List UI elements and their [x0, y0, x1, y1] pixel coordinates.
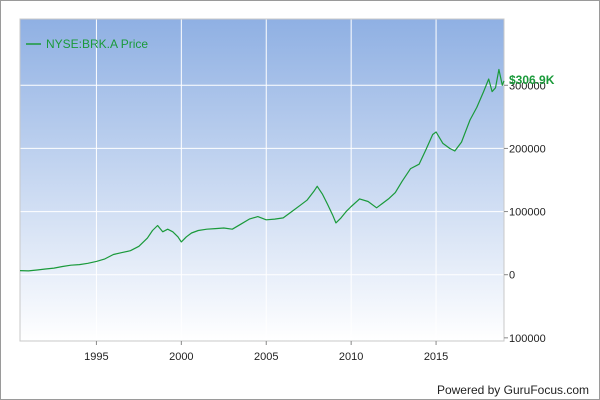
series-layer [19, 68, 505, 272]
y-tick-label: 100000 [509, 207, 546, 219]
y-tick-label: 0 [509, 270, 515, 282]
x-tick-label: 1995 [84, 351, 108, 363]
x-tick-label: 2005 [254, 351, 278, 363]
x-tick-label: 2010 [339, 351, 363, 363]
x-tick-label: 2015 [424, 351, 448, 363]
grid-lines [20, 19, 504, 341]
legend: NYSE:BRK.A Price [26, 37, 148, 51]
last-value-label: $306.9K [509, 73, 555, 87]
plot-border [19, 18, 505, 342]
credit-text: Powered by GuruFocus.com [437, 383, 589, 397]
plot-area [20, 19, 504, 341]
x-tick-label: 2000 [169, 351, 193, 363]
legend-label: NYSE:BRK.A Price [46, 37, 148, 51]
y-tick-label: 200000 [509, 143, 546, 155]
y-axis-ticks: 300000 200000 100000 0 100000 [504, 80, 546, 345]
y-tick-label: 300000 [509, 80, 546, 92]
price-series-line [19, 68, 505, 272]
y-tick-label: 100000 [509, 333, 546, 345]
x-axis-ticks: 1995 2000 2005 2010 2015 [84, 341, 448, 363]
